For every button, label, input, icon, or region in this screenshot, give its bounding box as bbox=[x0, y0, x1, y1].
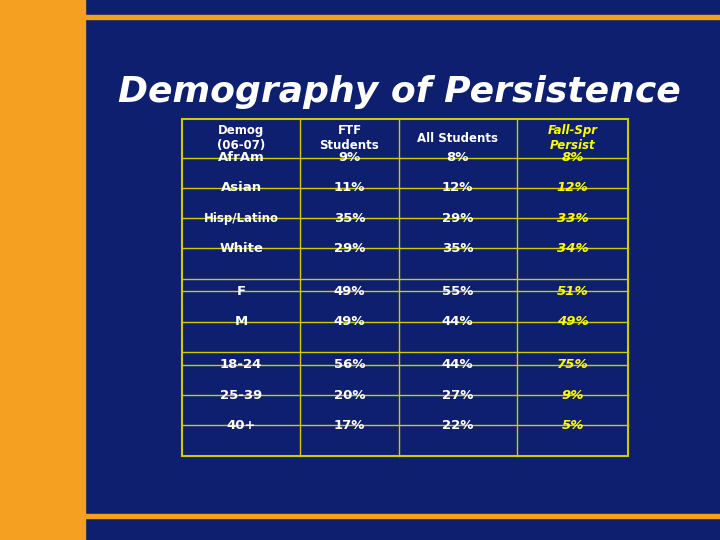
Text: All Students: All Students bbox=[417, 132, 498, 145]
Text: 29%: 29% bbox=[442, 212, 474, 225]
Text: 9%: 9% bbox=[338, 151, 361, 164]
Text: M: M bbox=[235, 315, 248, 328]
Text: 49%: 49% bbox=[557, 315, 588, 328]
Text: Fall-Spr
Persist: Fall-Spr Persist bbox=[548, 124, 598, 152]
Text: Demography of Persistence: Demography of Persistence bbox=[118, 75, 681, 109]
Text: 22%: 22% bbox=[442, 419, 474, 432]
Text: 20%: 20% bbox=[333, 389, 365, 402]
Text: 56%: 56% bbox=[333, 359, 365, 372]
Text: 49%: 49% bbox=[333, 285, 365, 298]
Text: 25-39: 25-39 bbox=[220, 389, 262, 402]
Text: Asian: Asian bbox=[220, 181, 262, 194]
Text: 18-24: 18-24 bbox=[220, 359, 262, 372]
Text: 55%: 55% bbox=[442, 285, 474, 298]
Text: 8%: 8% bbox=[562, 151, 584, 164]
Text: 75%: 75% bbox=[557, 359, 588, 372]
Text: 29%: 29% bbox=[334, 242, 365, 255]
Text: AfrAm: AfrAm bbox=[218, 151, 264, 164]
Text: Demog
(06-07): Demog (06-07) bbox=[217, 124, 266, 152]
Text: 35%: 35% bbox=[442, 242, 474, 255]
Text: 5%: 5% bbox=[562, 419, 584, 432]
Text: 34%: 34% bbox=[557, 242, 588, 255]
Text: 40+: 40+ bbox=[227, 419, 256, 432]
Text: 12%: 12% bbox=[442, 181, 474, 194]
Text: 49%: 49% bbox=[333, 315, 365, 328]
Text: 35%: 35% bbox=[333, 212, 365, 225]
Text: 44%: 44% bbox=[442, 359, 474, 372]
Text: 8%: 8% bbox=[446, 151, 469, 164]
Text: 12%: 12% bbox=[557, 181, 588, 194]
Text: 33%: 33% bbox=[557, 212, 588, 225]
Text: 44%: 44% bbox=[442, 315, 474, 328]
Text: FTF
Students: FTF Students bbox=[320, 124, 379, 152]
Text: Hisp/Latino: Hisp/Latino bbox=[204, 212, 279, 225]
Text: 27%: 27% bbox=[442, 389, 474, 402]
Text: F: F bbox=[237, 285, 246, 298]
Text: 9%: 9% bbox=[562, 389, 584, 402]
Text: 51%: 51% bbox=[557, 285, 588, 298]
Text: White: White bbox=[220, 242, 263, 255]
Text: 11%: 11% bbox=[334, 181, 365, 194]
Bar bbox=[182, 119, 629, 456]
Text: 17%: 17% bbox=[334, 419, 365, 432]
